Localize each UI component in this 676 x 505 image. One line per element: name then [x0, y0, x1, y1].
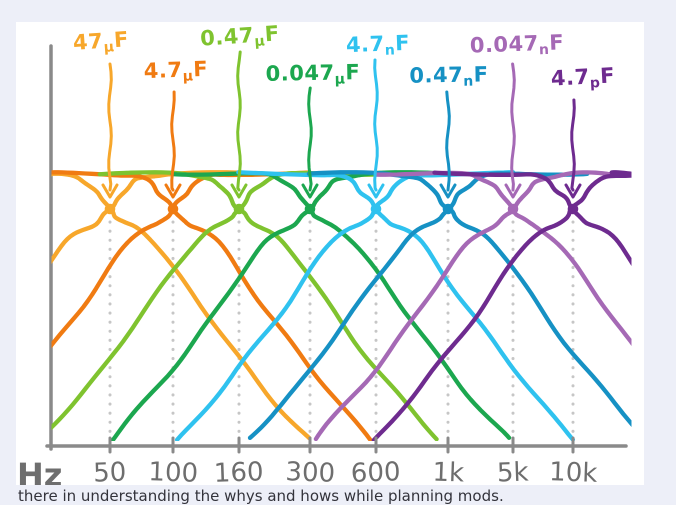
highpass-curve [51, 170, 312, 349]
highpass-curve [313, 170, 614, 441]
highpass-curve [51, 170, 381, 431]
crossover-dot [304, 203, 316, 215]
x-tick-label: 10k [549, 457, 598, 485]
highpass-curve [51, 170, 251, 265]
highpass-curve [174, 170, 516, 441]
crossover-dot [104, 203, 116, 215]
label-arrowhead-icon [164, 183, 182, 199]
x-tick-label: 600 [350, 457, 401, 485]
lowpass-curve [306, 170, 632, 427]
label-arrow-shaft [510, 62, 516, 192]
crossover-dot [370, 203, 382, 215]
frequency-response-chart: 50 100 160 300 600 1k 5k 10k Hz [17, 44, 632, 485]
lowpass-curve [236, 170, 576, 441]
label-arrowhead-icon [439, 183, 457, 199]
label-arrow-shaft [170, 90, 176, 192]
label-arrow-shaft [107, 62, 113, 192]
lowpass-curve [51, 170, 373, 441]
label-arrow-shaft [236, 50, 242, 192]
highpass-curve [371, 170, 632, 441]
label-arrow-shaft [570, 98, 576, 192]
crossover-dot [567, 203, 579, 215]
lowpass-curve [432, 170, 632, 267]
x-tick-label: 5k [496, 457, 529, 485]
label-arrowhead-icon [504, 183, 522, 199]
lowpass-curve [170, 171, 512, 440]
crossover-dot [507, 203, 519, 215]
x-tick-label: 50 [93, 457, 127, 485]
label-arrowhead-icon [301, 183, 319, 199]
x-tick-label: 300 [285, 457, 336, 485]
filter-curves [51, 170, 632, 441]
label-arrow-shaft [373, 58, 379, 192]
crossover-dot [233, 203, 245, 215]
crossover-dot [167, 203, 179, 215]
crossover-dot [442, 203, 454, 215]
label-arrowhead-icon [367, 183, 385, 199]
highpass-curve [111, 170, 451, 441]
x-tick-label: 160 [213, 457, 264, 485]
label-arrow-shaft [445, 90, 451, 192]
caption-text: there in understanding the whys and hows… [18, 487, 504, 505]
label-arrowhead-icon [101, 183, 119, 199]
label-arrowhead-icon [230, 183, 248, 199]
x-tick-label: 1k [432, 457, 465, 485]
x-tick-label: 100 [148, 457, 199, 485]
label-arrowhead-icon [564, 183, 582, 199]
label-arrow-shaft [307, 86, 313, 192]
drawing-canvas: 50 100 160 300 600 1k 5k 10k Hz 47μF 4.7μF 0.47μF 0… [16, 21, 644, 485]
x-axis-unit-label: Hz [17, 456, 62, 485]
